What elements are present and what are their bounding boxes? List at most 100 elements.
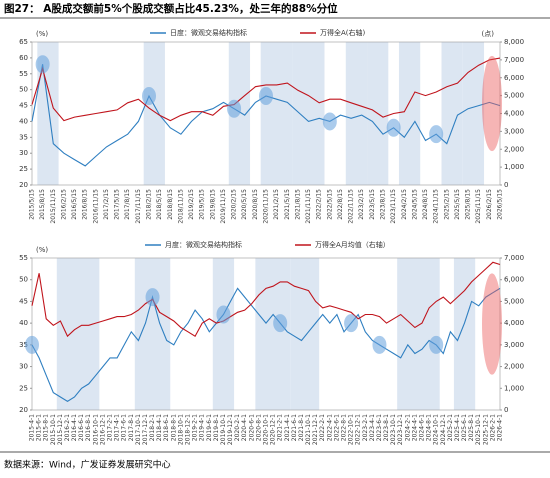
y2-tick-label: 4,000 xyxy=(504,319,524,327)
x-tick-label: 2019/2/15 xyxy=(188,189,195,220)
x-tick-label: 2020-10-1 xyxy=(263,414,270,445)
highlight-band xyxy=(212,258,235,410)
x-tick-label: 2025-6-1 xyxy=(461,414,468,441)
x-tick-label: 2025/5/15 xyxy=(454,189,461,220)
x-tick-label: 2016/11/15 xyxy=(92,189,99,224)
y-tick-label: 55 xyxy=(19,70,28,78)
x-tick-label: 2019/8/15 xyxy=(209,189,216,220)
x-tick-label: 2019-4-1 xyxy=(199,414,206,441)
x-tick-label: 2015/8/15 xyxy=(39,189,46,220)
highlight-circle xyxy=(35,55,50,74)
y-tick-label: 20 xyxy=(19,406,28,414)
highlight-circle xyxy=(142,87,156,106)
y-tick-label: 40 xyxy=(19,117,28,125)
x-tick-label: 2016-4-1 xyxy=(71,414,78,441)
highlight-band xyxy=(462,42,485,185)
y2-tick-label: 3,000 xyxy=(504,341,524,349)
x-tick-label: 2023/8/15 xyxy=(380,189,387,220)
y2-tick-label: 8,000 xyxy=(504,38,524,46)
x-tick-label: 2019-2-1 xyxy=(192,414,199,441)
highlight-band xyxy=(255,258,291,410)
x-tick-label: 2024/5/15 xyxy=(411,189,418,220)
highlight-circle xyxy=(25,335,39,354)
x-tick-label: 2022/8/15 xyxy=(337,189,344,220)
x-tick-label: 2025-4-1 xyxy=(454,414,461,441)
x-tick-label: 2023-10-1 xyxy=(390,414,397,445)
x-tick-label: 2020-4-1 xyxy=(241,414,248,441)
highlight-band xyxy=(397,258,440,410)
x-tick-label: 2017-10-1 xyxy=(135,414,142,445)
x-tick-label: 2026-2-1 xyxy=(489,414,496,441)
y-tick-label: 30 xyxy=(19,363,28,371)
y2-tick-label: 1,000 xyxy=(504,163,524,171)
x-tick-label: 2015/11/15 xyxy=(50,189,57,224)
x-tick-label: 2015-4-1 xyxy=(29,414,36,441)
x-tick-label: 2023-4-1 xyxy=(369,414,376,441)
figure-title: 图27： A股成交额前5%个股成交额占比45.23%，处三年的88%分位 xyxy=(4,2,338,15)
x-tick-label: 2016-8-1 xyxy=(85,414,92,441)
plot-frame xyxy=(31,257,501,411)
highlight-band xyxy=(260,42,293,185)
x-tick-label: 2020/2/15 xyxy=(231,189,238,220)
x-tick-label: 2018/11/15 xyxy=(177,189,184,224)
y2-unit: (点) xyxy=(482,30,495,38)
x-tick-label: 2019-10-1 xyxy=(220,414,227,445)
x-tick-label: 2022-4-1 xyxy=(326,414,333,441)
x-tick-label: 2016/8/15 xyxy=(82,189,89,220)
highlight-band xyxy=(398,42,421,185)
x-tick-label: 2023/2/15 xyxy=(358,189,365,220)
x-tick-label: 2025-10-1 xyxy=(475,414,482,445)
x-tick-label: 2023/11/15 xyxy=(390,189,397,224)
x-tick-label: 2022-6-1 xyxy=(333,414,340,441)
x-tick-label: 2016/5/15 xyxy=(71,189,78,220)
x-tick-label: 2021/5/15 xyxy=(284,189,291,220)
highlight-band xyxy=(292,42,325,185)
highlight-circle xyxy=(216,305,231,324)
series-line xyxy=(31,57,501,122)
x-tick-label: 2017-6-1 xyxy=(121,414,128,441)
x-tick-label: 2025/11/15 xyxy=(475,189,482,224)
highlight-circle xyxy=(145,288,160,307)
x-tick-label: 2022/5/15 xyxy=(326,189,333,220)
x-tick-label: 2018-10-1 xyxy=(177,414,184,445)
x-tick-label: 2022-8-1 xyxy=(341,414,348,441)
x-tick-label: 2016-6-1 xyxy=(78,414,85,441)
y-unit: (%) xyxy=(36,246,48,254)
x-tick-label: 2023-8-1 xyxy=(383,414,390,441)
y2-tick-label: 7,000 xyxy=(504,56,524,64)
x-tick-label: 2015/5/15 xyxy=(29,189,36,220)
x-tick-label: 2022/11/15 xyxy=(348,189,355,224)
highlight-circle xyxy=(227,99,242,118)
y-tick-label: 60 xyxy=(19,54,28,62)
highlight-band xyxy=(143,42,165,185)
legend-label: 月度：微观交易结构指标 xyxy=(165,240,242,249)
x-tick-label: 2022/2/15 xyxy=(316,189,323,220)
x-tick-label: 2019-6-1 xyxy=(206,414,213,441)
y2-tick-label: 7,000 xyxy=(504,254,524,262)
x-tick-label: 2019/11/15 xyxy=(220,189,227,224)
x-tick-label: 2020/11/15 xyxy=(263,189,270,224)
y2-tick-label: 3,000 xyxy=(504,127,524,135)
y-tick-label: 45 xyxy=(19,297,28,305)
x-tick-label: 2021-10-1 xyxy=(305,414,312,445)
x-tick-label: 2018-2-1 xyxy=(149,414,156,441)
x-tick-label: 2017-2-1 xyxy=(107,414,114,441)
x-tick-label: 2015-10-1 xyxy=(50,414,57,445)
x-tick-label: 2022-12-1 xyxy=(355,414,362,445)
y-tick-label: 30 xyxy=(19,149,28,157)
x-tick-label: 2024-2-1 xyxy=(404,414,411,441)
x-tick-label: 2024-8-1 xyxy=(426,414,433,441)
y-tick-label: 50 xyxy=(19,276,28,284)
x-tick-label: 2024/8/15 xyxy=(422,189,429,220)
y2-tick-label: 0 xyxy=(504,181,508,189)
x-tick-label: 2018-6-1 xyxy=(163,414,170,441)
highlight-band xyxy=(37,42,59,185)
y-tick-label: 65 xyxy=(19,38,28,46)
highlight-circle xyxy=(259,87,273,106)
series-line xyxy=(31,261,501,338)
x-tick-label: 2017/2/15 xyxy=(103,189,110,220)
x-tick-label: 2017/5/15 xyxy=(114,189,121,220)
x-tick-label: 2018-4-1 xyxy=(156,414,163,441)
y-tick-label: 55 xyxy=(19,254,28,262)
y2-tick-label: 5,000 xyxy=(504,297,524,305)
